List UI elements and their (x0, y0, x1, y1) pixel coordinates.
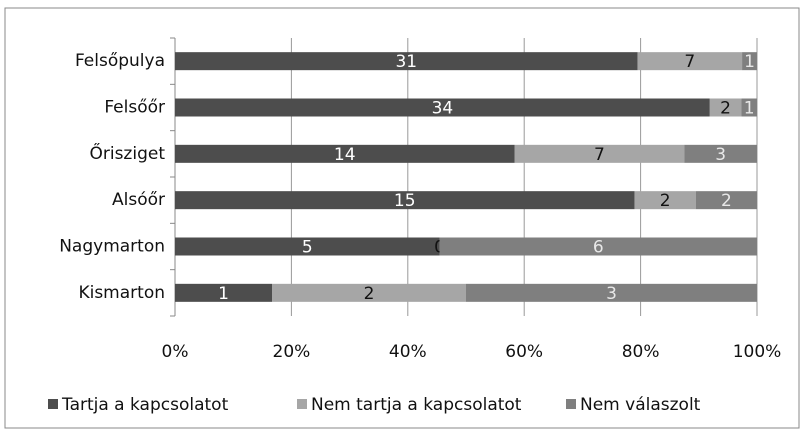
data-label: 7 (684, 52, 695, 72)
bar-segment (175, 144, 515, 163)
x-tick-label: 20% (273, 342, 311, 362)
bar-segment (175, 98, 710, 117)
data-label: 7 (594, 145, 605, 165)
x-tick-label: 100% (733, 342, 782, 362)
data-label: 6 (593, 238, 604, 258)
data-label: 1 (218, 284, 229, 304)
data-label: 2 (721, 191, 732, 211)
legend-label: Nem válaszolt (580, 395, 701, 415)
legend-label: Tartja a kapcsolatot (61, 395, 229, 415)
legend-swatch (566, 399, 576, 409)
x-tick-label: 60% (505, 342, 543, 362)
y-tick-label: Kismarton (78, 283, 165, 303)
bar-segment (272, 283, 466, 302)
bar-segment (175, 191, 635, 210)
y-tick-label: Nagymarton (59, 237, 165, 257)
bar-segment (741, 98, 757, 117)
y-tick-label: Felsőőr (104, 98, 165, 118)
data-label: 34 (432, 99, 454, 119)
bar-segment (175, 283, 272, 302)
bar-segment (637, 52, 743, 71)
y-tick-label: Őrisziget (89, 142, 165, 164)
bar-segment (175, 237, 440, 256)
bar-segment (514, 144, 685, 163)
data-label: 3 (715, 145, 726, 165)
bar-segment (634, 191, 696, 210)
data-label: 3 (606, 284, 617, 304)
legend-swatch (48, 399, 58, 409)
data-label: 1 (744, 99, 755, 119)
x-tick-label: 0% (162, 342, 189, 362)
data-label: 2 (364, 284, 375, 304)
data-label: 15 (394, 191, 416, 211)
bar-segment (742, 52, 757, 71)
data-label: 14 (334, 145, 356, 165)
bar-segment (175, 52, 638, 71)
y-tick-label: Felsőpulya (75, 51, 165, 71)
y-tick-label: Alsóőr (112, 190, 165, 210)
data-label: 1 (744, 52, 755, 72)
x-tick-label: 80% (622, 342, 660, 362)
x-tick-label: 40% (389, 342, 427, 362)
bar-segment (684, 144, 757, 163)
chart-frame (4, 7, 800, 429)
data-label: 2 (660, 191, 671, 211)
bar-segment (709, 98, 742, 117)
legend-label: Nem tartja a kapcsolatot (311, 395, 522, 415)
bar-segment (439, 237, 757, 256)
bar-segment (466, 283, 757, 302)
bar-segment (695, 191, 757, 210)
legend-swatch (297, 399, 307, 409)
data-label: 31 (395, 52, 417, 72)
data-label: 2 (720, 99, 731, 119)
data-label: 5 (302, 238, 313, 258)
